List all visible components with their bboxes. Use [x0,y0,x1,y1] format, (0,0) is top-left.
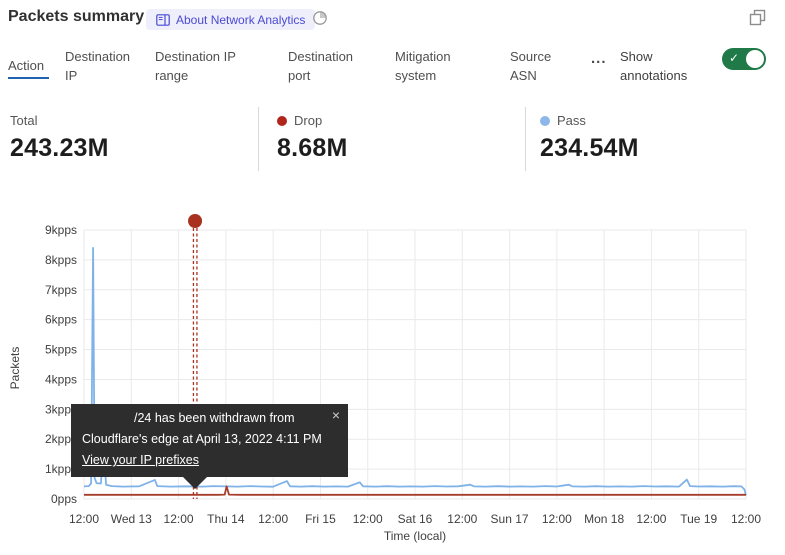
y-tick-label: 2kpps [45,432,77,446]
x-tick-label: 12:00 [542,512,572,526]
y-tick-label: 1kpps [45,462,77,476]
about-network-analytics-badge[interactable]: About Network Analytics [146,9,316,30]
y-tick-label: 3kpps [45,402,77,416]
y-tick-label: 7kpps [45,283,77,297]
toggle-knob [746,50,764,68]
series-line-pass [83,246,747,496]
stat-divider [525,107,526,171]
tab-destination-port[interactable]: Destination port [288,49,354,83]
tooltip-caret [183,477,207,489]
view-ip-prefixes-link[interactable]: View your IP prefixes [82,453,199,467]
x-tick-label: Thu 14 [207,512,245,526]
tab-mitigation-system[interactable]: Mitigation system [395,49,451,83]
packets-time-series-chart: 0pps 1kpps 2kpps 3kpps 4kpps 5kpps 6kpps 7kpps 8… [8,214,761,543]
x-tick-label: 12:00 [731,512,761,526]
x-tick-label: Sat 16 [398,512,433,526]
x-tick-label: 12:00 [258,512,288,526]
more-tabs-ellipsis-icon[interactable]: ... [591,50,607,67]
x-tick-label: Mon 18 [584,512,624,526]
x-tick-label: 12:00 [447,512,477,526]
stat-pass-value: 234.54M [540,134,639,162]
expand-window-icon[interactable] [749,9,766,26]
tab-action[interactable]: Action [8,56,49,79]
x-tick-label: 12:00 [69,512,99,526]
stat-total: Total 243.23M [10,113,109,163]
about-badge-label: About Network Analytics [176,12,306,27]
stat-drop-label: Drop [294,113,323,128]
stat-pass: Pass 234.54M [540,113,639,163]
tooltip-line2: Cloudflare's edge at April 13, 2022 4:11… [82,432,322,446]
stat-divider [258,107,259,171]
tooltip-line1: /24 has been withdrawn from [134,411,295,425]
x-axis-title: Time (local) [384,529,446,543]
stat-pass-label: Pass [557,113,586,128]
page-title: Packets summary [8,8,145,25]
close-icon[interactable]: × [331,407,340,423]
tab-action-label: Action [8,58,45,73]
y-tick-label: 5kpps [45,343,77,357]
stat-total-value: 243.23M [10,134,109,162]
show-annotations-toggle[interactable]: ✓ [722,48,766,70]
tab-destination-ip-range[interactable]: Destination IP range [155,49,236,83]
x-tick-label: 12:00 [164,512,194,526]
annotation-tooltip: × /24 has been withdrawn from Cloudflare… [71,404,348,489]
check-icon: ✓ [729,51,740,65]
y-axis-title: Packets [8,347,22,390]
x-tick-label: Wed 13 [111,512,152,526]
stat-total-label: Total [10,113,38,128]
tab-destination-ip[interactable]: Destination IP [65,49,131,83]
stats-row: Total 243.23M Drop 8.68M Pass 234.54M [0,106,785,178]
tab-source-asn[interactable]: Source ASN [510,49,552,83]
y-tick-label: 9kpps [45,223,77,237]
dimension-tabs: Action Destination IP Destination IP ran… [0,44,785,92]
book-icon [156,13,170,26]
x-tick-label: 12:00 [353,512,383,526]
x-tick-label: 12:00 [636,512,666,526]
pass-legend-dot [540,115,550,126]
series-line-drop [84,485,746,496]
y-tick-label: 4kpps [45,372,77,386]
history-icon[interactable] [312,10,328,26]
drop-legend-dot [277,115,287,126]
x-tick-label: Sun 17 [491,512,529,526]
active-tab-underline [8,77,49,79]
y-tick-label: 6kpps [45,313,77,327]
x-tick-label: Tue 19 [680,512,717,526]
stat-drop-value: 8.68M [277,134,348,162]
annotation-marker-dot[interactable] [188,214,203,228]
stat-drop: Drop 8.68M [277,113,347,163]
x-tick-label: Fri 15 [305,512,336,526]
y-tick-label: 8kpps [45,253,77,267]
y-tick-label: 0pps [51,492,77,506]
show-annotations-label: Show annotations [620,49,688,83]
